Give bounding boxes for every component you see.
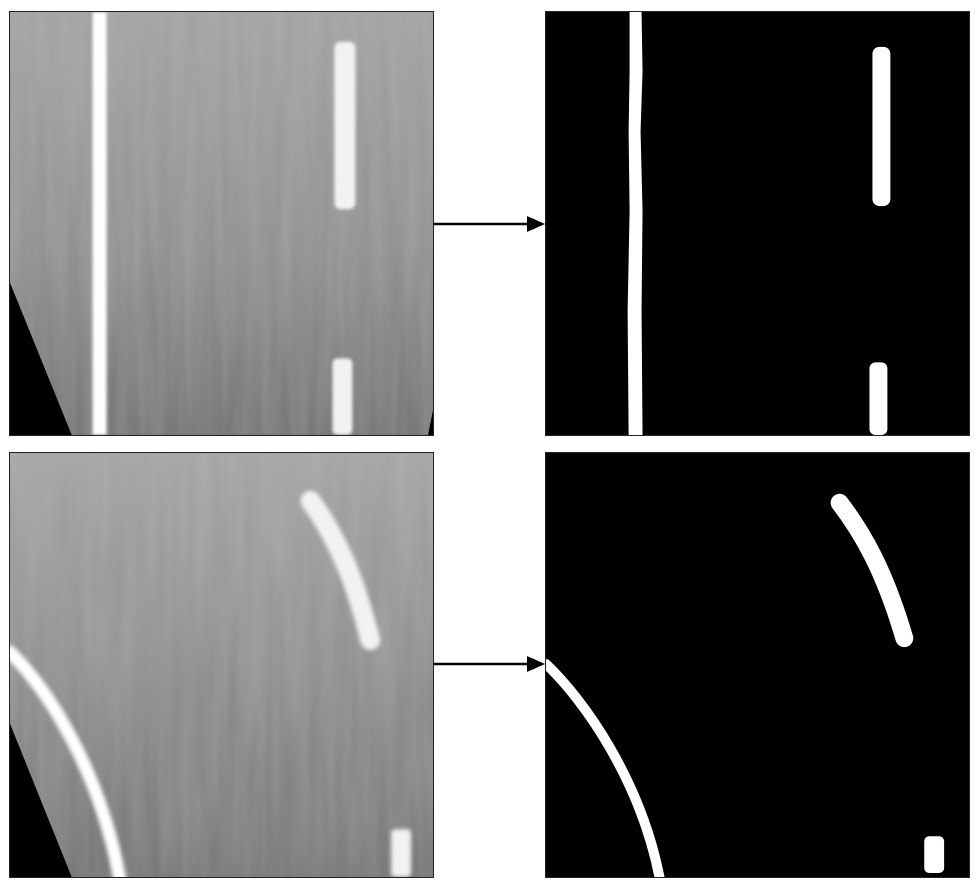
road-topview-straight-icon bbox=[10, 12, 433, 435]
curved-lane-line bbox=[10, 645, 126, 877]
road-topview-curved-icon bbox=[10, 453, 433, 877]
solid-lane-line bbox=[92, 12, 107, 435]
input-road-image-curved bbox=[9, 452, 434, 878]
output-lane-mask-curved bbox=[545, 452, 970, 878]
arrow-right-icon bbox=[434, 654, 545, 674]
binary-lane-mask-curved-icon bbox=[546, 453, 969, 877]
road-texture bbox=[10, 12, 433, 435]
dashed-lane-segment bbox=[334, 41, 356, 210]
mask-curved-lane bbox=[546, 659, 665, 877]
mask-dashed-segment bbox=[924, 836, 945, 874]
dashed-lane-segment bbox=[332, 358, 353, 435]
road-texture bbox=[10, 453, 433, 877]
out-of-view-region bbox=[10, 282, 72, 435]
mask-dashed-segment bbox=[872, 46, 891, 207]
arrow-right-icon bbox=[434, 214, 545, 234]
binary-lane-mask-straight-icon bbox=[546, 12, 969, 435]
mask-dashed-segment bbox=[869, 362, 888, 435]
out-of-view-region-right bbox=[428, 410, 433, 435]
output-lane-mask-straight bbox=[545, 11, 970, 436]
dashed-lane-segment bbox=[391, 829, 412, 877]
mask-solid-lane bbox=[627, 12, 643, 435]
curved-dashed-segment bbox=[300, 490, 381, 651]
input-road-image-straight bbox=[9, 11, 434, 436]
mask-curved-dashed-segment bbox=[830, 493, 914, 648]
